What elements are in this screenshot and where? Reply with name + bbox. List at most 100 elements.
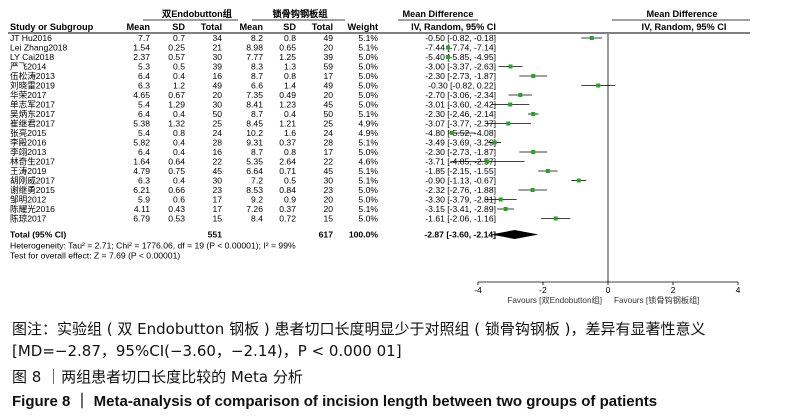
forest-plot: 双Endobutton组 锁骨钩钢板组 Mean Difference Mean Di… xyxy=(8,8,750,305)
study-ci-text: -2.70 [-3.06, -2.34] xyxy=(425,90,496,100)
study-square xyxy=(531,150,536,154)
study-sd1: 1.2 xyxy=(173,81,185,91)
md-plot-header: Mean Difference xyxy=(647,9,718,19)
study-name: 伍松涛2013 xyxy=(10,70,55,81)
study-mean2: 10.2 xyxy=(246,128,263,138)
header-m2: Mean xyxy=(240,22,264,32)
study-name: 李殿2016 xyxy=(10,137,47,148)
study-mean1: 5.4 xyxy=(138,100,150,110)
study-sd1: 0.64 xyxy=(168,157,185,167)
study-sd1: 0.8 xyxy=(173,128,185,138)
header-m1: Mean xyxy=(127,22,151,32)
study-mean1: 6.3 xyxy=(138,81,150,91)
total-diamond xyxy=(491,230,539,239)
study-ci-text: -3.30 [-3.79, -2.81] xyxy=(425,195,496,205)
total-n2: 617 xyxy=(319,230,334,240)
study-mean2: 9.31 xyxy=(246,138,263,148)
study-square xyxy=(596,83,601,88)
study-total2: 49 xyxy=(323,33,333,43)
study-name: 华荣2017 xyxy=(10,89,47,100)
study-sd1: 1.29 xyxy=(168,100,185,110)
md-column-header: Mean Difference xyxy=(403,9,474,19)
total-label: Total (95% CI) xyxy=(10,230,66,240)
study-mean1: 6.4 xyxy=(138,147,150,157)
study-total1: 17 xyxy=(212,204,222,214)
x-tick-label: 2 xyxy=(671,285,676,295)
study-mean2: 8.7 xyxy=(251,147,263,157)
study-sd2: 0.37 xyxy=(279,204,296,214)
study-sd1: 0.43 xyxy=(168,204,185,214)
study-total1: 30 xyxy=(212,100,222,110)
study-mean2: 8.53 xyxy=(246,185,263,195)
figure-title-cn: 图 8 ｜两组患者切口长度比较的 Meta 分析 xyxy=(12,368,303,386)
study-total1: 16 xyxy=(212,71,222,81)
study-total2: 28 xyxy=(323,138,333,148)
favours-left-label: Favours [双Endobutton组] xyxy=(507,295,602,305)
study-mean1: 6.21 xyxy=(133,185,150,195)
study-square xyxy=(518,93,523,97)
study-weight: 5.0% xyxy=(358,81,378,91)
study-weight: 5.0% xyxy=(358,52,378,62)
study-sd2: 0.8 xyxy=(284,33,296,43)
study-ci-text: -2.32 [-2.76, -1.88] xyxy=(425,185,496,195)
study-ci-text: -3.00 [-3.37, -2.63] xyxy=(425,62,496,72)
study-mean1: 5.3 xyxy=(138,62,150,72)
study-total2: 20 xyxy=(323,90,333,100)
study-weight: 4.9% xyxy=(358,119,378,129)
study-square xyxy=(589,36,594,40)
study-sd2: 0.72 xyxy=(279,214,296,224)
study-mean2: 7.35 xyxy=(246,90,263,100)
study-name: 张亮2015 xyxy=(10,127,47,138)
study-name: 谢继勇2015 xyxy=(10,184,55,195)
study-total1: 45 xyxy=(212,166,222,176)
study-name: 单志军2017 xyxy=(10,99,55,110)
header-method-plot: IV, Random, 95% CI xyxy=(642,22,727,32)
study-total1: 28 xyxy=(212,138,222,148)
study-total1: 20 xyxy=(212,90,222,100)
study-total1: 49 xyxy=(212,81,222,91)
study-total1: 22 xyxy=(212,157,222,167)
study-mean2: 9.2 xyxy=(251,195,263,205)
study-weight: 5.1% xyxy=(358,176,378,186)
study-mean1: 1.54 xyxy=(133,43,150,53)
study-square xyxy=(531,74,536,78)
header-n1: Total xyxy=(201,22,222,32)
study-mean2: 8.3 xyxy=(251,62,263,72)
study-mean1: 4.11 xyxy=(134,204,150,214)
study-ci-text: -2.30 [-2.73, -1.87] xyxy=(425,71,496,81)
total-weight: 100.0% xyxy=(349,230,379,240)
study-ci-text: -2.30 [-2.46, -2.14] xyxy=(425,109,496,119)
header-method: IV, Random, 95% CI xyxy=(411,22,496,32)
study-square xyxy=(503,207,508,211)
header-sd2: SD xyxy=(283,22,296,32)
study-ci-text: -3.15 [-3.41, -2.89] xyxy=(425,204,496,214)
study-square xyxy=(506,121,511,126)
study-square xyxy=(576,178,581,183)
study-sd1: 0.67 xyxy=(168,90,185,100)
study-total1: 17 xyxy=(212,195,222,205)
study-weight: 4.9% xyxy=(358,128,378,138)
study-sd2: 0.4 xyxy=(284,109,296,119)
study-sd1: 0.25 xyxy=(168,43,185,53)
study-sd2: 1.21 xyxy=(279,119,296,129)
study-square xyxy=(498,197,503,202)
study-name: 刘晓雷2019 xyxy=(10,80,55,91)
study-total2: 59 xyxy=(323,62,333,72)
study-total2: 49 xyxy=(323,81,333,91)
study-total2: 17 xyxy=(323,71,333,81)
study-weight: 5.1% xyxy=(358,138,378,148)
study-sd2: 0.49 xyxy=(279,90,296,100)
x-tick-label: -4 xyxy=(474,285,482,295)
study-ci-text: -0.30 [-0.82, 0.22] xyxy=(428,81,496,91)
study-mean2: 5.35 xyxy=(246,157,263,167)
study-total2: 39 xyxy=(323,52,333,62)
study-sd2: 1.3 xyxy=(284,62,296,72)
study-weight: 5.1% xyxy=(358,33,378,43)
study-mean1: 5.9 xyxy=(138,195,150,205)
header-w: Weight xyxy=(348,22,378,32)
study-mean1: 2.37 xyxy=(133,52,150,62)
study-weight: 5.0% xyxy=(358,147,378,157)
study-total1: 23 xyxy=(212,185,222,195)
study-weight: 5.1% xyxy=(358,166,378,176)
study-name: 王涛2019 xyxy=(10,165,47,176)
